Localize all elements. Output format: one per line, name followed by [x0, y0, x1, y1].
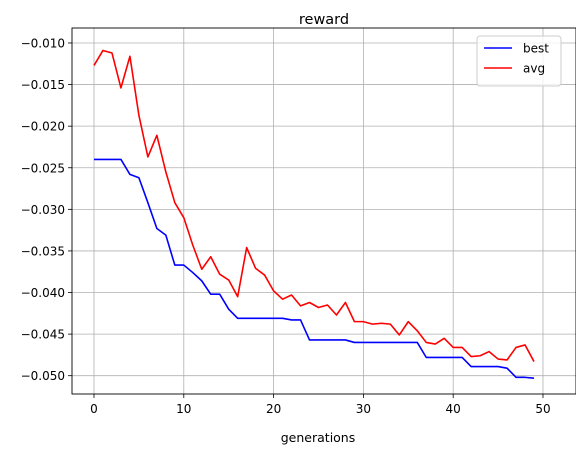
series-line-best [94, 158, 535, 379]
x-tick-label: 40 [446, 402, 461, 416]
x-tick-label: 0 [90, 402, 98, 416]
y-tick-label: −0.020 [21, 120, 65, 134]
legend-label-best: best [523, 42, 549, 56]
grid-lines [72, 28, 576, 394]
series-line-avg [93, 49, 535, 362]
y-tick-label: −0.040 [21, 286, 65, 300]
y-tick-label: −0.015 [21, 78, 65, 92]
x-tick-label: 50 [535, 402, 550, 416]
y-tick-label: −0.035 [21, 244, 65, 258]
y-tick-label: −0.010 [21, 36, 65, 50]
axis-ticks: 0 10 20 30 40 50 −0.010 −0.015 −0.020 −0.025 −0.03… [21, 36, 551, 416]
y-tick-label: −0.030 [21, 203, 65, 217]
legend: best avg [476, 35, 562, 87]
x-axis-label: generations [281, 430, 356, 445]
x-tick-label: 20 [266, 402, 281, 416]
y-tick-label: −0.025 [21, 161, 65, 175]
chart-title: reward [299, 12, 349, 28]
series-lines [93, 49, 535, 379]
legend-label-avg: avg [523, 62, 545, 76]
x-tick-label: 10 [176, 402, 191, 416]
y-tick-label: −0.050 [21, 369, 65, 383]
y-tick-label: −0.045 [21, 328, 65, 342]
plot-frame [71, 27, 576, 395]
x-tick-label: 30 [356, 402, 371, 416]
